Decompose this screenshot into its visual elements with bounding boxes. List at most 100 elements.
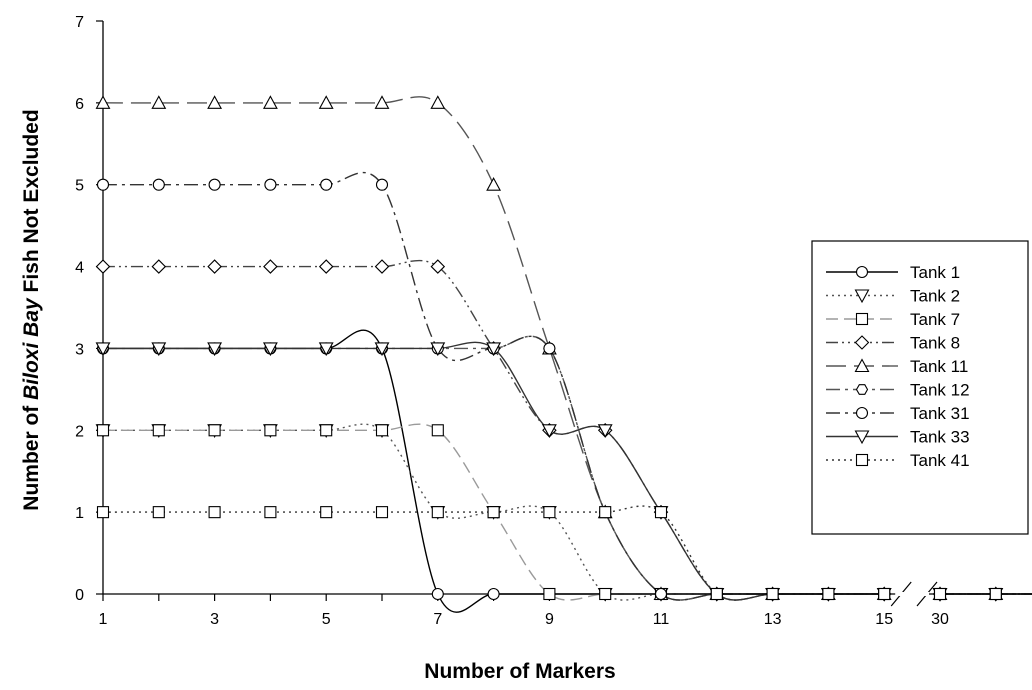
data-point-tank-41	[487, 506, 500, 519]
data-point-tank-7	[543, 587, 556, 601]
data-point-tank-31	[264, 178, 277, 191]
x-tick-label: 11	[653, 611, 670, 628]
data-point-tank-11	[318, 95, 334, 109]
data-point-tank-11	[430, 95, 446, 109]
series-line-tank-41	[102, 505, 885, 601]
data-point-tank-1	[487, 587, 500, 601]
legend-label: Tank 12	[910, 381, 970, 400]
data-point-tank-8	[263, 259, 278, 274]
legend-label: Tank 8	[910, 334, 960, 353]
axis-break-gap	[895, 592, 929, 596]
data-point-tank-8	[151, 259, 167, 274]
data-point-tank-11	[95, 95, 111, 109]
data-point-tank-7	[96, 424, 110, 437]
legend-label: Tank 2	[910, 287, 960, 306]
y-tick-label: 7	[75, 14, 84, 31]
x-tick-label: 5	[322, 611, 331, 628]
legend-marker	[855, 312, 869, 326]
data-point-tank-11	[374, 95, 390, 109]
data-point-tank-7	[152, 424, 165, 437]
data-point-tank-7	[208, 424, 221, 437]
data-point-tank-7	[264, 424, 277, 437]
data-point-tank-41	[710, 587, 723, 601]
legend-label: Tank 11	[910, 357, 968, 376]
data-point-tank-7	[431, 424, 444, 437]
legend-label: Tank 7	[910, 310, 960, 329]
data-point-tank-41	[96, 506, 110, 519]
y-tick-label: 4	[75, 260, 84, 277]
legend-marker	[855, 406, 869, 420]
data-point-tank-7	[599, 587, 612, 601]
data-point-tank-41	[264, 506, 277, 519]
y-tick-label: 6	[75, 96, 84, 113]
y-tick-label: 3	[75, 341, 84, 358]
data-point-tank-41	[599, 506, 612, 519]
x-axis-title: Number of Markers	[424, 660, 615, 683]
y-tick-label: 0	[75, 587, 84, 604]
data-point-tank-33	[597, 424, 613, 438]
x-tick-label: 13	[764, 611, 782, 628]
data-point-tank-8	[95, 259, 111, 274]
x-tick-label: 30	[931, 611, 949, 628]
data-point-tank-11	[486, 177, 502, 191]
data-point-tank-41	[375, 506, 389, 519]
data-point-tank-41	[152, 506, 165, 519]
data-point-tank-7	[375, 424, 389, 437]
legend-label: Tank 41	[910, 451, 970, 470]
data-point-tank-41	[989, 587, 1002, 601]
legend-marker	[855, 265, 869, 279]
data-point-tank-33	[151, 342, 167, 357]
y-axis-title-part: Fish Not Excluded	[20, 109, 43, 298]
x-tick-label: 1	[99, 611, 108, 628]
y-tick-label: 2	[75, 423, 84, 440]
data-point-tank-33	[207, 342, 223, 357]
data-point-tank-31	[152, 178, 165, 191]
data-point-tank-41	[543, 506, 556, 519]
data-point-tank-41	[654, 506, 668, 519]
data-point-tank-33	[430, 342, 446, 357]
data-point-tank-8	[374, 259, 390, 274]
legend-label: Tank 1	[910, 263, 960, 282]
legend-marker	[855, 384, 869, 395]
data-point-tank-41	[878, 587, 891, 601]
data-point-tank-7	[320, 424, 333, 437]
legend-marker	[854, 335, 870, 350]
data-point-tank-8	[318, 259, 334, 274]
data-point-tank-31	[375, 178, 389, 191]
legend-label: Tank 31	[910, 404, 970, 423]
data-point-tank-11	[151, 95, 167, 109]
x-tick-label: 3	[210, 611, 219, 628]
y-axis-title: Number of Biloxi Bay Fish Not Excluded	[20, 109, 43, 510]
legend-marker	[854, 289, 870, 304]
data-point-tank-41	[431, 506, 444, 519]
data-point-tank-31	[320, 178, 333, 191]
x-tick-label: 15	[875, 611, 893, 628]
data-point-tank-1	[431, 587, 444, 601]
data-point-tank-11	[262, 95, 278, 109]
data-point-tank-41	[822, 587, 835, 601]
data-point-tank-41	[933, 587, 947, 601]
x-tick-label: 7	[433, 611, 442, 628]
data-point-tank-8	[430, 259, 446, 274]
legend-marker	[854, 430, 870, 445]
data-point-tank-41	[766, 587, 779, 601]
data-point-tank-33	[486, 342, 502, 357]
y-axis-title-part: Number of	[20, 400, 43, 511]
data-point-tank-33	[262, 342, 278, 357]
data-point-tank-41	[208, 506, 221, 519]
data-point-tank-31	[654, 587, 668, 601]
data-point-tank-33	[318, 342, 334, 357]
y-axis-title-italic: Biloxi Bay	[20, 297, 43, 400]
y-tick-label: 5	[75, 178, 84, 195]
data-point-tank-33	[374, 342, 390, 357]
data-point-tank-33	[95, 342, 111, 357]
y-tick-label: 1	[75, 505, 84, 522]
data-point-tank-41	[320, 506, 333, 519]
data-point-tank-31	[543, 342, 556, 355]
data-point-tank-8	[207, 259, 222, 274]
data-point-tank-11	[207, 95, 223, 109]
series-line-tank-33	[102, 341, 885, 601]
legend-box	[811, 240, 1029, 535]
